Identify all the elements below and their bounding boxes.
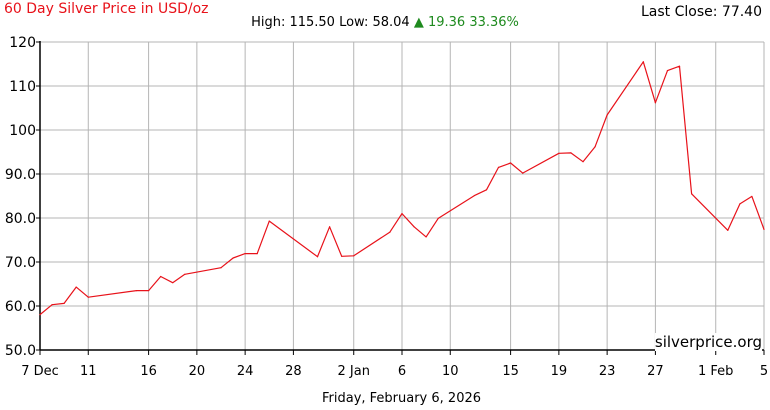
price-point	[739, 203, 741, 205]
y-tick-label: 70.0	[5, 255, 36, 271]
price-point	[63, 302, 65, 304]
price-point	[594, 146, 596, 148]
price-point	[316, 256, 319, 258]
x-tick-label: 7 Dec	[21, 364, 59, 379]
price-point	[256, 253, 258, 255]
price-point	[751, 195, 753, 198]
price-point	[232, 257, 234, 259]
watermark: silverprice.org	[654, 333, 762, 351]
price-point	[220, 267, 222, 269]
price-point	[341, 255, 343, 257]
y-tick-label: 120	[9, 35, 36, 51]
x-tick-label: 11	[80, 364, 97, 379]
price-point	[691, 193, 693, 195]
price-point	[763, 228, 765, 231]
price-point	[87, 296, 89, 298]
price-point	[727, 229, 729, 231]
x-tick-label: 27	[647, 364, 664, 379]
x-tick-label: 24	[237, 364, 254, 379]
price-point	[329, 226, 331, 228]
price-point	[497, 166, 500, 168]
price-point	[75, 286, 77, 288]
price-point	[666, 70, 669, 72]
price-point	[606, 114, 608, 116]
price-point	[389, 231, 391, 233]
x-tick-label: 16	[140, 364, 157, 379]
x-tick-label: 6	[398, 364, 406, 379]
y-tick-label: 90.0	[5, 167, 36, 183]
price-point	[401, 213, 403, 215]
x-tick-label: 28	[285, 364, 302, 379]
price-point	[268, 220, 270, 222]
price-point	[642, 61, 644, 63]
price-point	[353, 255, 355, 257]
x-tick-label: 10	[442, 364, 459, 379]
y-tick-label: 110	[9, 79, 36, 95]
grid-lines	[39, 41, 765, 351]
price-point	[582, 161, 584, 163]
y-tick-label: 50.0	[5, 343, 36, 359]
price-point	[244, 253, 246, 255]
price-point	[135, 290, 138, 292]
price-point	[148, 290, 150, 292]
price-point	[485, 189, 488, 191]
y-tick-label: 100	[9, 123, 36, 139]
price-point	[522, 172, 524, 174]
x-tick-label: 20	[189, 364, 206, 379]
change-text: ▲ 19.36 33.36%	[413, 15, 519, 30]
x-tick-label: 2 Jan	[338, 364, 370, 379]
price-point	[160, 275, 162, 278]
price-point	[172, 282, 174, 284]
price-point	[39, 314, 41, 316]
price-point	[184, 273, 186, 275]
price-point	[413, 226, 415, 228]
price-point	[558, 152, 560, 154]
price-point	[570, 152, 572, 154]
price-point	[510, 162, 512, 164]
x-tick-label: 15	[502, 364, 519, 379]
chart-title: 60 Day Silver Price in USD/oz	[4, 1, 209, 17]
x-tick-label: 5	[760, 364, 768, 379]
x-tick-label: 19	[551, 364, 568, 379]
y-tick-label: 60.0	[5, 299, 36, 315]
price-point	[654, 102, 657, 104]
x-tick-label: 23	[599, 364, 616, 379]
y-tick-label: 80.0	[5, 211, 36, 227]
price-point	[473, 194, 475, 197]
y-axis-ticks: 50.0 60.0 70.0 80.0 90.0 100 110 120	[5, 35, 40, 359]
series-group	[39, 61, 765, 316]
last-close-label: Last Close: 77.40	[641, 4, 762, 20]
price-point	[51, 304, 53, 306]
price-stats: High: 115.50 Low: 58.04 ▲ 19.36 33.36%	[0, 15, 770, 30]
high-low-text: High: 115.50 Low: 58.04	[251, 15, 414, 30]
x-tick-label: 1 Feb	[698, 364, 733, 379]
price-point	[437, 217, 439, 220]
footer-date: Friday, February 6, 2026	[321, 391, 482, 406]
price-point	[425, 236, 427, 238]
x-axis-ticks: 7 Dec 11 16 20 24 28 2 Jan 6 10 15 19 23 27 1 Feb 5	[21, 350, 768, 379]
price-point	[678, 65, 681, 67]
